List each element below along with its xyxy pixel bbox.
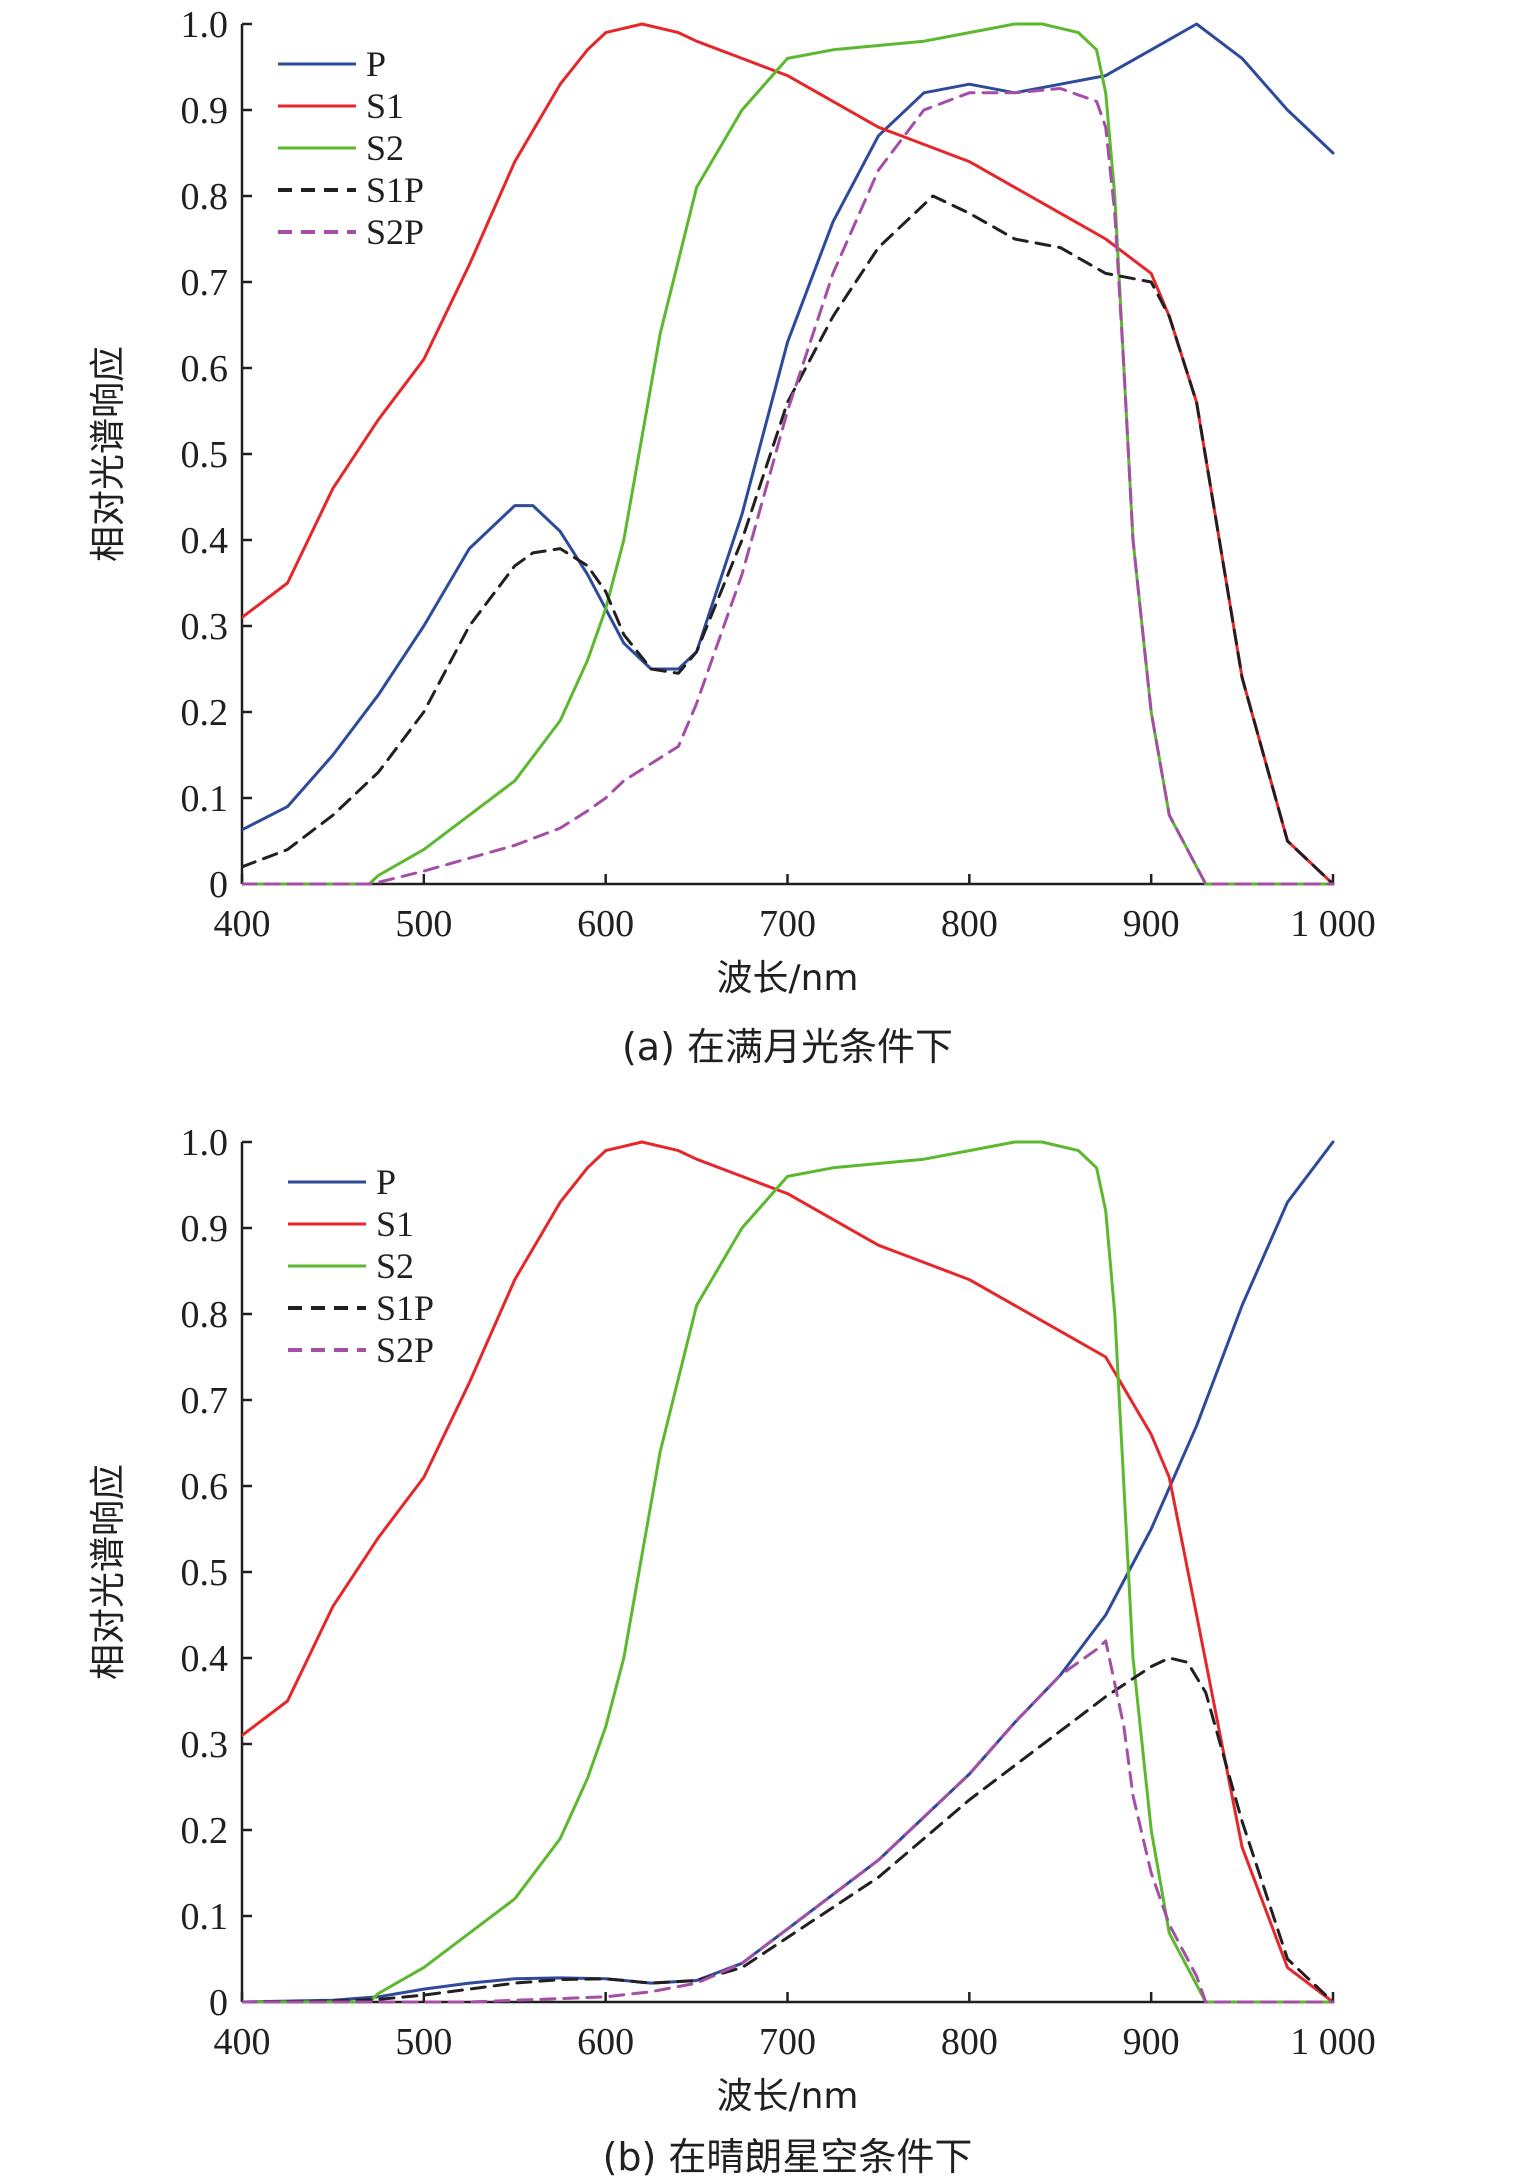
legend-label-s1p: S1P [376, 1288, 434, 1328]
series-line-s2p [242, 87, 1335, 886]
x-tick-label: 600 [577, 2021, 634, 2063]
legend-label-s1p: S1P [366, 170, 424, 210]
series-line-s1p [242, 1656, 1335, 2004]
y-tick-label: 0.7 [181, 262, 229, 304]
y-tick-label: 0.5 [181, 434, 229, 476]
y-tick-label: 0.3 [181, 606, 229, 648]
y-tick-label: 1.0 [181, 4, 229, 46]
x-tick-label: 900 [1123, 2021, 1180, 2063]
series-line-s2p [242, 1639, 1335, 2004]
plot-area: 400 500 600 700 800 900 1 000 0 0.1 0.2 0.3 0.4 0.5 0… [181, 1122, 1376, 2063]
y-tick-label: 0.1 [181, 1896, 229, 1938]
y-tick-label: 0.9 [181, 1208, 229, 1250]
chart-panel-a: 400 500 600 700 800 900 1 000 0 0.1 0.2 0.3 0.4 0.5 0… [88, 4, 1376, 1069]
y-tick-label: 0.1 [181, 778, 229, 820]
series-line-s2 [242, 22, 1335, 886]
legend-label-s1: S1 [376, 1204, 414, 1244]
y-axis-title: 相对光谱响应 [88, 346, 129, 562]
series-line-p [242, 1140, 1335, 2004]
chart-caption: (a) 在满月光条件下 [622, 1025, 953, 1069]
y-tick-label: 0.5 [181, 1552, 229, 1594]
y-tick-label: 0.3 [181, 1724, 229, 1766]
x-tick-label: 800 [941, 903, 998, 945]
legend-label-p: P [376, 1162, 396, 1202]
x-tick-label: 1 000 [1290, 2021, 1376, 2063]
series-line-s1 [242, 22, 1335, 886]
legend-label-s2: S2 [366, 128, 404, 168]
y-tick-label: 0.6 [181, 348, 229, 390]
x-axis-title: 波长/nm [716, 2076, 858, 2117]
legend-label-p: P [366, 44, 386, 84]
x-tick-label: 700 [759, 903, 816, 945]
legend-label-s2: S2 [376, 1246, 414, 1286]
chart-panel-b: 400 500 600 700 800 900 1 000 0 0.1 0.2 0.3 0.4 0.5 0… [88, 1122, 1376, 2176]
series-line-p [242, 22, 1335, 832]
x-tick-label: 500 [395, 2021, 452, 2063]
y-tick-label: 0.9 [181, 90, 229, 132]
y-tick-label: 0.7 [181, 1380, 229, 1422]
x-tick-label: 500 [395, 903, 452, 945]
series-line-s2 [242, 1140, 1335, 2004]
legend-label-s1: S1 [366, 86, 404, 126]
y-tick-label: 0.2 [181, 692, 229, 734]
y-tick-label: 0.8 [181, 176, 229, 218]
y-tick-label: 0.2 [181, 1810, 229, 1852]
legend-label-s2p: S2P [376, 1330, 434, 1370]
y-tick-label: 1.0 [181, 1122, 229, 1164]
x-tick-label: 400 [214, 903, 271, 945]
chart-caption: (b) 在晴朗星空条件下 [603, 2135, 973, 2176]
x-tick-label: 1 000 [1290, 903, 1376, 945]
legend-label-s2p: S2P [366, 212, 424, 252]
x-tick-label: 900 [1123, 903, 1180, 945]
plot-area: 400 500 600 700 800 900 1 000 0 0.1 0.2 0.3 0.4 0.5 0… [181, 4, 1376, 945]
x-tick-label: 600 [577, 903, 634, 945]
series-line-s1p [242, 194, 1335, 886]
y-tick-label: 0.8 [181, 1294, 229, 1336]
x-tick-label: 400 [214, 2021, 271, 2063]
x-axis-title: 波长/nm [716, 958, 858, 999]
series-line-s1 [242, 1140, 1335, 2004]
y-tick-label: 0.6 [181, 1466, 229, 1508]
y-tick-label: 0 [209, 1982, 228, 2024]
x-tick-label: 800 [941, 2021, 998, 2063]
y-tick-label: 0.4 [181, 1638, 229, 1680]
y-tick-label: 0 [209, 864, 228, 906]
y-tick-label: 0.4 [181, 520, 229, 562]
x-tick-label: 700 [759, 2021, 816, 2063]
y-axis-title: 相对光谱响应 [88, 1464, 129, 1680]
